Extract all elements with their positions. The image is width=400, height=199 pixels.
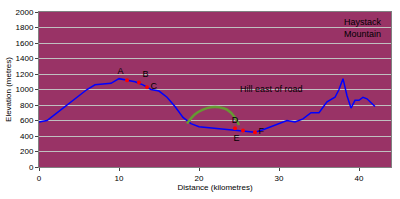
svg-text:D: D: [232, 115, 239, 125]
svg-text:E: E: [233, 133, 239, 143]
svg-text:800: 800: [20, 101, 34, 110]
svg-text:A: A: [117, 66, 123, 76]
svg-text:200: 200: [20, 147, 34, 156]
svg-text:F: F: [259, 126, 265, 136]
svg-text:20: 20: [195, 174, 204, 183]
svg-text:30: 30: [275, 174, 284, 183]
svg-text:400: 400: [20, 132, 34, 141]
svg-text:1800: 1800: [16, 23, 34, 32]
svg-text:1000: 1000: [16, 85, 34, 94]
svg-text:C: C: [151, 81, 158, 91]
svg-text:Elevation (metres): Elevation (metres): [4, 57, 13, 122]
svg-text:1200: 1200: [16, 70, 34, 79]
svg-text:2000: 2000: [16, 8, 34, 17]
svg-text:0: 0: [29, 163, 34, 172]
svg-text:B: B: [143, 69, 149, 79]
svg-text:40: 40: [355, 174, 364, 183]
svg-text:1600: 1600: [16, 39, 34, 48]
svg-text:600: 600: [20, 116, 34, 125]
svg-text:Hill east of road: Hill east of road: [240, 84, 303, 94]
svg-text:HaystackMountain: HaystackMountain: [344, 17, 382, 39]
svg-text:10: 10: [115, 174, 124, 183]
svg-text:0: 0: [37, 174, 42, 183]
svg-text:1400: 1400: [16, 54, 34, 63]
svg-text:Distance (kilometres): Distance (kilometres): [177, 183, 252, 192]
